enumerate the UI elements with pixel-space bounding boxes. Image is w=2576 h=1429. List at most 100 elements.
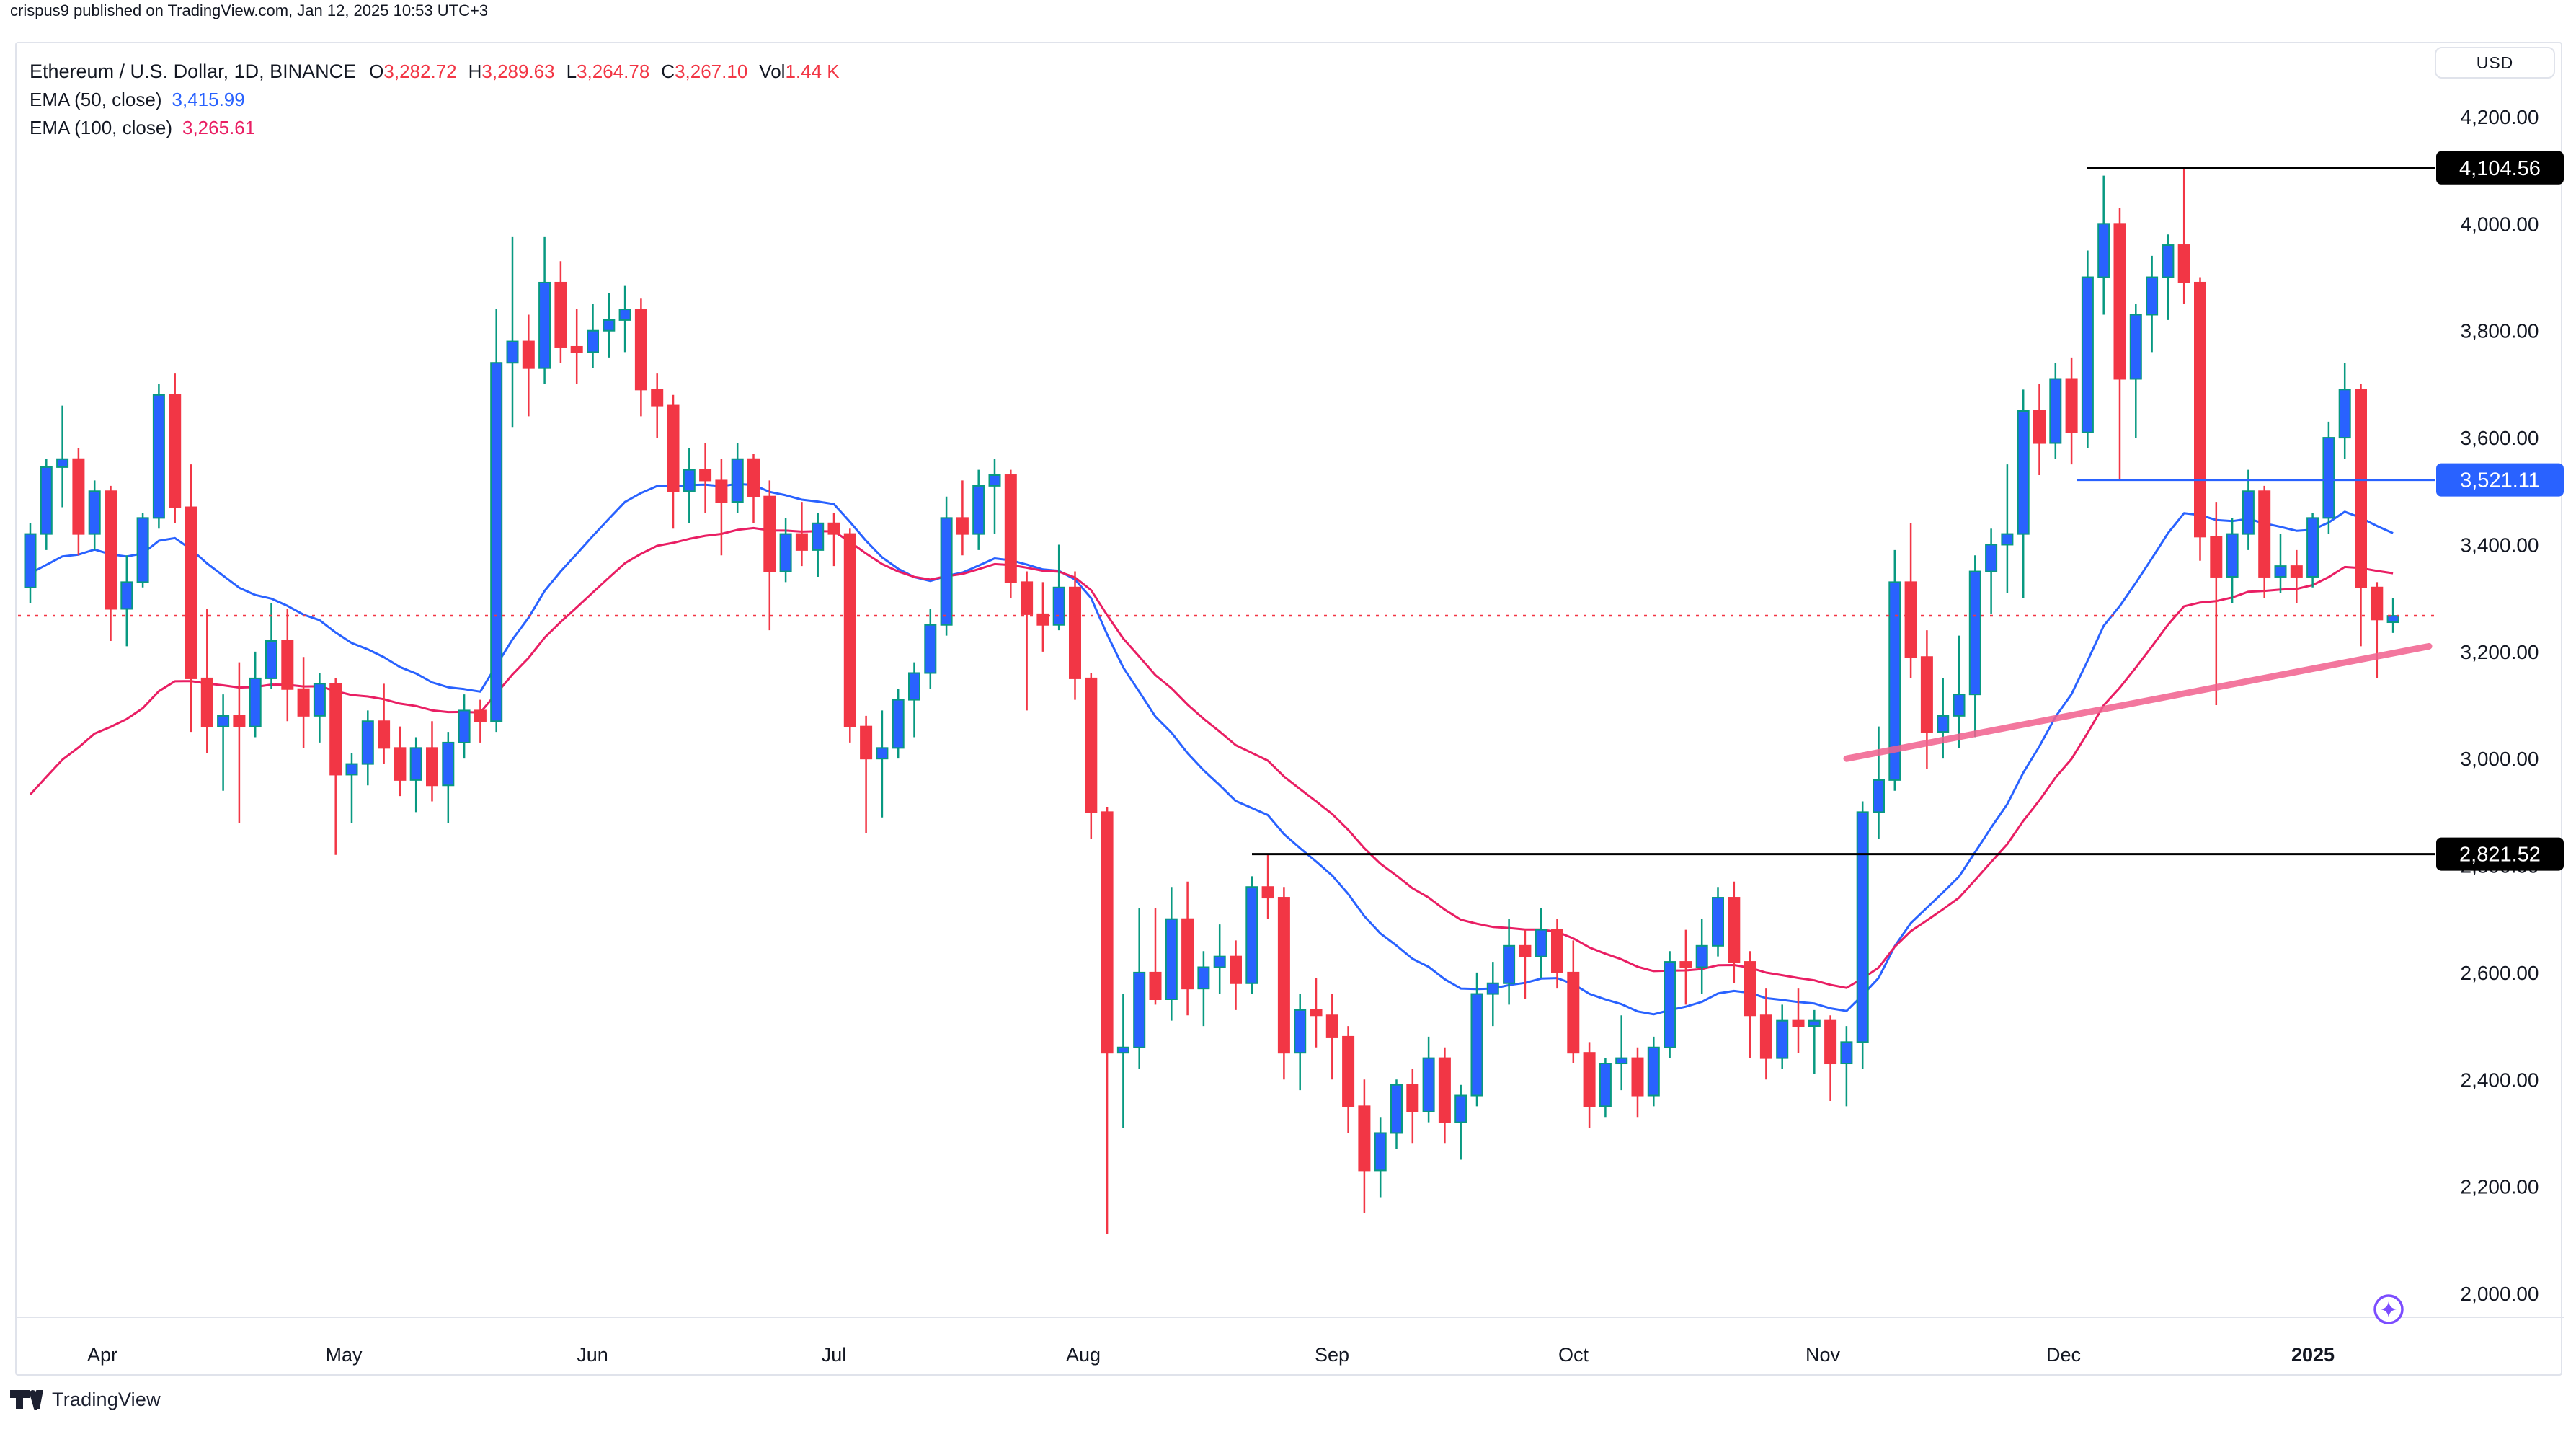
candle [72,448,85,556]
trendline[interactable] [1843,642,2433,762]
candle [2306,512,2319,588]
x-axis-tick: Apr [87,1344,117,1366]
candle [908,662,920,738]
candle [217,694,230,791]
price-chart[interactable]: 4,200.00 4,000.00 3,800.00 3,600.00 3,400.00… [17,43,2564,1377]
candle [506,236,519,428]
candle [587,304,599,368]
candle [1808,1009,1821,1074]
candle [1101,806,1114,1234]
candle [699,443,712,513]
candle [538,236,551,384]
candle [1968,555,1981,738]
candle [1583,1042,1596,1128]
svg-text:3,521.11: 3,521.11 [2460,469,2540,492]
candle [2371,582,2384,678]
candle [1599,1058,1612,1118]
candle [1631,1047,1644,1118]
candle [1615,1015,1628,1091]
candle [1310,978,1323,1048]
candle [2274,534,2287,593]
candle [1776,1004,1789,1069]
y-axis-tick: 3,800.00 [2461,320,2539,342]
symbol-title: Ethereum / U.S. Dollar, 1D, BINANCE [30,61,357,82]
candle [2258,485,2271,598]
price-axis[interactable]: 4,200.00 4,000.00 3,800.00 3,600.00 3,400.00… [2461,106,2539,1305]
candle [2210,502,2223,705]
candle [715,459,728,556]
candle [2113,208,2126,480]
candle [876,710,889,818]
candle [1021,571,1034,711]
candle [1712,887,1724,957]
candle [2033,384,2046,476]
candle [1519,929,1532,999]
candle [1728,881,1741,983]
candle [634,298,647,417]
candle [1695,919,1708,994]
candle [1759,988,1772,1080]
candle [265,603,277,689]
candle [1937,678,1950,759]
candle [1245,876,1258,994]
price-level-label: 3,521.11 [2436,463,2564,497]
candle [490,309,503,733]
x-axis-tick: Dec [2046,1344,2081,1366]
candle [24,523,37,604]
candle [1277,887,1290,1080]
candle [1503,919,1516,1005]
y-axis-tick: 3,600.00 [2461,427,2539,449]
ema100-label: EMA (100, close) [30,117,172,138]
candle [1535,908,1547,978]
candle [1873,726,1885,839]
ai-sparkle-button[interactable] [2373,1293,2404,1325]
price-level-label: 4,104.56 [2436,151,2564,185]
chart-legend: Ethereum / U.S. Dollar, 1D, BINANCE O3,2… [30,58,840,142]
currency-selector-button[interactable]: USD [2435,47,2555,79]
y-axis-tick: 2,400.00 [2461,1069,2539,1091]
candle [1840,1026,1853,1107]
ohlc-open: O3,282.72 [369,61,457,82]
candle [1985,528,1998,614]
candle [1856,801,1869,1069]
published-attribution: crispus9 published on TradingView.com, J… [10,1,489,19]
candle [1358,1079,1371,1213]
ema100-value: 3,265.61 [182,117,256,138]
candle [860,715,873,834]
candle [956,480,969,556]
candle [1664,951,1676,1058]
ohlc-high: H3,289.63 [468,61,555,82]
candle [1069,571,1081,700]
candle [1486,962,1499,1027]
candle [1679,929,1692,1005]
candle [1004,469,1017,598]
candle [924,609,937,689]
candle [281,609,294,722]
candle [361,710,374,786]
candle [458,694,471,759]
candle [1325,994,1338,1080]
svg-text:4,104.56: 4,104.56 [2459,157,2541,180]
ohlc-low: L3,264.78 [566,61,650,82]
candle [2338,363,2351,459]
candle [185,464,197,733]
candle [1085,673,1098,839]
x-axis-tick: 2025 [2291,1344,2335,1366]
candle [892,689,905,759]
ema50-label: EMA (50, close) [30,89,162,110]
candle [2017,389,2030,598]
time-axis[interactable]: Apr May Jun Jul Aug Sep Oct Nov Dec 2025 [87,1344,2335,1366]
x-axis-tick: Sep [1315,1344,1349,1366]
candle [779,518,792,583]
candle [1567,940,1580,1064]
drawings-layer[interactable]: 4,104.56 3,521.11 2,821.52 [18,151,2564,871]
candle [169,373,182,523]
y-axis-tick: 3,400.00 [2461,534,2539,556]
candle [1390,1079,1403,1149]
candle [345,753,358,823]
candle [1647,1036,1660,1107]
candle [972,469,985,550]
y-axis-tick: 2,200.00 [2461,1176,2539,1198]
candle [136,512,149,588]
tradingview-logo-link[interactable]: TradingView [10,1387,161,1412]
